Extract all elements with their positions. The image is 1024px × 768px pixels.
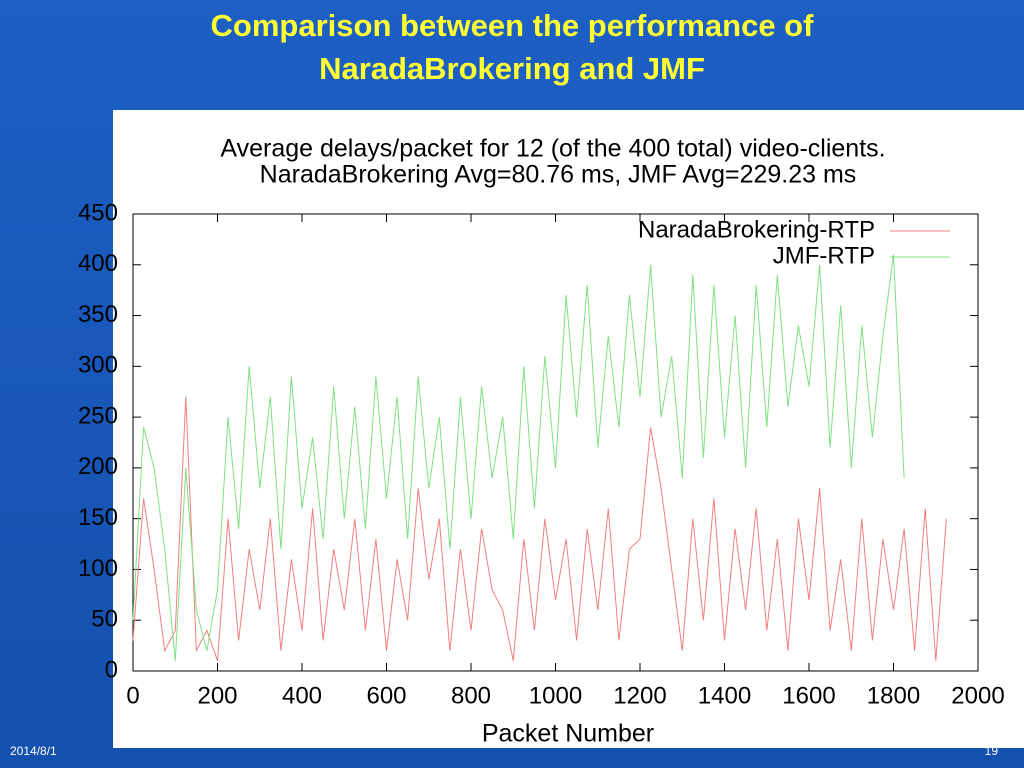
x-tick-label: 800 xyxy=(451,682,491,709)
y-tick-label: 150 xyxy=(78,504,118,531)
chart-title: Average delays/packet for 12 (of the 400… xyxy=(220,135,885,163)
x-tick-label: 1600 xyxy=(782,682,835,709)
series-line xyxy=(132,396,947,661)
x-tick-label: 400 xyxy=(282,682,322,709)
y-tick-label: 400 xyxy=(78,250,118,277)
y-tick-label: 250 xyxy=(78,402,118,429)
y-tick-label: 350 xyxy=(78,301,118,328)
legend-label: JMF-RTP xyxy=(773,242,875,269)
footer-page: 19 xyxy=(984,744,998,758)
x-tick-label: 1200 xyxy=(613,682,666,709)
x-tick-label: 1400 xyxy=(698,682,751,709)
chart-background xyxy=(113,110,1024,748)
x-axis-label: Packet Number xyxy=(482,720,654,748)
y-tick-label: 300 xyxy=(78,352,118,379)
x-tick-label: 1000 xyxy=(529,682,582,709)
slide-title: Comparison between the performance of Na… xyxy=(210,8,814,86)
legend-label: NaradaBrokering-RTP xyxy=(638,216,875,243)
y-tick-label: 50 xyxy=(91,606,118,633)
x-tick-label: 200 xyxy=(197,682,237,709)
x-tick-label: 0 xyxy=(126,682,139,709)
series-line xyxy=(132,254,905,661)
x-tick-label: 1800 xyxy=(867,682,920,709)
plot-frame xyxy=(132,213,979,672)
y-tick-label: 0 xyxy=(105,656,118,683)
footer-date: 2014/8/1 xyxy=(10,744,57,758)
x-tick-label: 2000 xyxy=(951,682,1004,709)
x-tick-label: 600 xyxy=(366,682,406,709)
y-tick-label: 100 xyxy=(78,555,118,582)
y-tick-label: 200 xyxy=(78,453,118,480)
chart-subtitle: NaradaBrokering Avg=80.76 ms, JMF Avg=22… xyxy=(260,161,857,189)
y-tick-label: 450 xyxy=(78,199,118,226)
